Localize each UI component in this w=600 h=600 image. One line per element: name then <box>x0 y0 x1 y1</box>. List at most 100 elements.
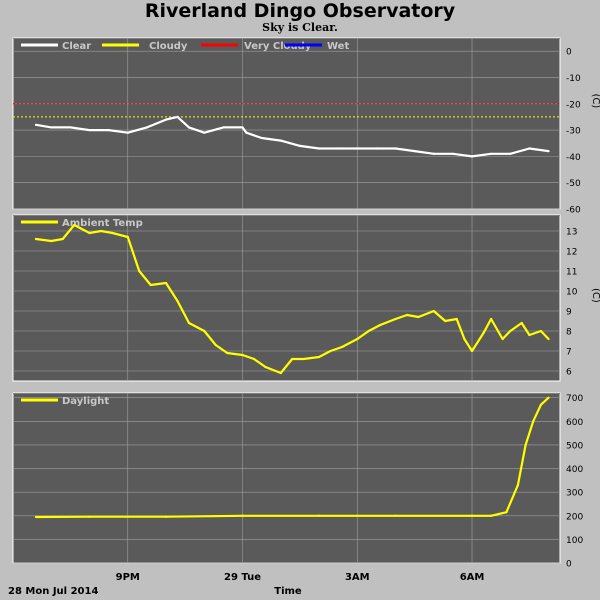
y-tick-label: 300 <box>566 489 583 499</box>
data-point <box>356 147 359 150</box>
data-point <box>149 283 152 287</box>
date-label: 28 Mon Jul 2014 <box>8 586 98 597</box>
data-point <box>337 147 340 150</box>
data-point <box>164 515 168 518</box>
data-point <box>61 237 64 241</box>
data-point <box>509 329 512 333</box>
y-tick-label: 600 <box>566 418 583 428</box>
data-point <box>394 514 397 517</box>
chart-subtitle: Sky is Clear. <box>262 21 338 34</box>
y-tick-label: 10 <box>566 288 578 298</box>
data-point <box>203 329 206 333</box>
data-point <box>394 147 397 150</box>
data-point <box>490 514 493 517</box>
x-tick-label: 9PM <box>116 572 140 583</box>
data-point <box>432 309 435 313</box>
data-point <box>176 299 179 303</box>
plot-area-sky <box>12 37 561 210</box>
data-point <box>490 317 493 321</box>
data-point <box>214 343 217 347</box>
data-point <box>88 515 91 518</box>
series-line-daylight <box>35 396 550 519</box>
data-point <box>226 351 229 355</box>
data-point <box>528 333 531 337</box>
data-point <box>547 150 550 153</box>
legend-label: Cloudy <box>149 41 188 52</box>
data-point <box>50 126 53 129</box>
series-line-ambient <box>35 223 550 375</box>
data-point <box>470 155 474 158</box>
data-point <box>375 147 378 150</box>
data-point <box>470 349 474 353</box>
y-tick-label: 8 <box>566 328 572 338</box>
data-point <box>470 514 474 517</box>
y-tick-label: 11 <box>566 268 577 278</box>
data-point <box>520 321 523 325</box>
y-tick-label: 400 <box>566 465 583 475</box>
data-point <box>34 237 38 241</box>
data-point <box>298 144 301 147</box>
y-tick-label: 100 <box>566 536 583 546</box>
data-point <box>50 239 53 243</box>
plot-area-daylight <box>12 392 561 564</box>
y-tick-label: -50 <box>566 179 581 189</box>
y-tick-label: -30 <box>566 127 581 137</box>
data-point <box>145 126 148 129</box>
data-point <box>547 396 550 399</box>
y-axis-label: (C) <box>590 288 600 303</box>
y-tick-label: -10 <box>566 74 581 84</box>
data-point <box>539 329 542 333</box>
data-point <box>394 317 397 321</box>
data-point <box>482 331 485 335</box>
data-point <box>245 131 248 134</box>
data-point <box>490 152 493 155</box>
data-point <box>528 147 531 150</box>
data-point <box>187 321 191 325</box>
data-point <box>99 229 103 233</box>
x-axis-label: Time <box>274 586 302 597</box>
y-tick-label: 700 <box>566 394 583 404</box>
legend-label: Daylight <box>62 396 109 407</box>
data-point <box>222 126 225 129</box>
data-point <box>187 126 191 129</box>
data-point <box>107 128 110 132</box>
y-tick-label: 13 <box>566 228 577 238</box>
y-tick-label: 200 <box>566 512 583 522</box>
data-point <box>432 152 435 155</box>
data-point <box>444 319 447 323</box>
data-point <box>417 315 420 319</box>
x-tick-label: 29 Tue <box>224 572 261 583</box>
legend-label: Very Cloudy <box>244 41 312 52</box>
y-tick-label: -40 <box>566 153 581 163</box>
data-point <box>126 131 129 134</box>
data-point <box>539 403 542 406</box>
y-tick-label: 6 <box>566 368 572 378</box>
y-tick-label: 0 <box>566 48 572 58</box>
data-point <box>126 235 129 239</box>
data-point <box>260 136 263 140</box>
series-line-sky <box>35 115 549 158</box>
legend-label: Ambient Temp <box>62 218 143 229</box>
data-point <box>463 337 466 341</box>
data-point <box>356 337 359 341</box>
data-point <box>547 337 550 341</box>
y-tick-label: 7 <box>566 348 572 358</box>
data-point <box>138 269 141 273</box>
y-tick-label: -20 <box>566 100 581 110</box>
data-point <box>252 357 256 361</box>
data-point <box>516 483 520 487</box>
data-point <box>279 371 282 375</box>
data-point <box>241 353 244 357</box>
data-point <box>505 511 508 514</box>
data-point <box>88 128 91 132</box>
data-point <box>329 349 332 353</box>
data-point <box>302 357 305 361</box>
data-point <box>455 317 458 321</box>
data-point <box>69 126 72 129</box>
data-point <box>88 231 91 235</box>
data-point <box>34 515 38 519</box>
data-point <box>164 281 168 285</box>
data-point <box>241 126 244 129</box>
y-tick-label: 0 <box>566 560 572 570</box>
